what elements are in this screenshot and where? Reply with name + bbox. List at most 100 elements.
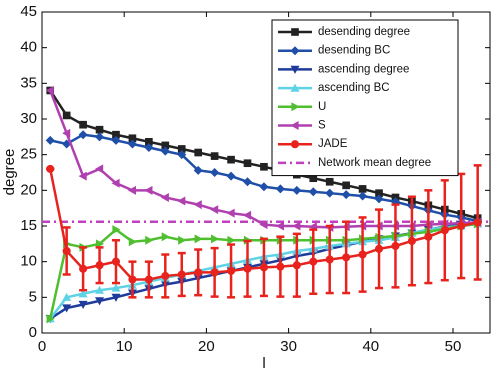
marker — [78, 171, 87, 181]
y-tick-label: 40 — [20, 39, 37, 56]
marker — [128, 237, 137, 247]
y-axis-label: degree — [1, 149, 18, 196]
x-tick-label: 0 — [38, 338, 46, 355]
marker — [473, 218, 482, 227]
y-tick-label: 10 — [20, 253, 37, 270]
y-tick-label: 5 — [29, 288, 37, 305]
marker — [290, 65, 300, 74]
marker — [78, 289, 88, 298]
marker — [95, 239, 105, 249]
x-tick-label: 30 — [280, 338, 297, 355]
x-tick-label: 20 — [198, 338, 215, 355]
marker — [177, 270, 186, 279]
marker — [275, 184, 285, 194]
marker — [210, 268, 219, 277]
legend-label: U — [318, 101, 326, 113]
marker — [111, 135, 121, 145]
marker — [325, 255, 334, 264]
marker — [145, 235, 154, 245]
marker — [292, 261, 301, 270]
marker — [292, 185, 302, 195]
marker — [111, 293, 121, 302]
marker — [177, 145, 186, 153]
legend-label: S — [318, 120, 326, 132]
marker — [226, 171, 236, 181]
marker — [78, 130, 88, 140]
marker — [341, 190, 351, 200]
marker — [144, 143, 154, 153]
x-tick-label: 40 — [362, 338, 379, 355]
marker — [111, 257, 121, 266]
marker — [374, 194, 384, 204]
marker — [292, 221, 301, 231]
y-tick-label: 0 — [29, 324, 37, 341]
marker — [260, 162, 268, 171]
marker — [62, 292, 72, 301]
marker — [391, 241, 400, 251]
marker — [45, 135, 55, 145]
marker — [342, 253, 351, 262]
marker — [211, 234, 220, 244]
marker — [45, 85, 54, 95]
marker — [112, 225, 121, 235]
marker — [95, 132, 105, 142]
marker — [194, 234, 203, 244]
marker — [111, 283, 121, 292]
marker — [407, 236, 416, 246]
marker — [62, 111, 71, 120]
y-tick-label: 30 — [20, 110, 37, 127]
marker — [259, 263, 268, 272]
marker — [457, 221, 466, 231]
marker — [144, 185, 153, 195]
marker — [290, 121, 299, 130]
marker — [62, 128, 71, 138]
marker — [243, 159, 252, 168]
marker — [160, 192, 169, 202]
marker — [177, 196, 186, 206]
marker — [161, 232, 170, 242]
marker — [440, 226, 449, 235]
marker — [325, 188, 335, 198]
marker — [160, 146, 170, 156]
legend-label: JADE — [318, 138, 348, 150]
marker — [111, 178, 120, 188]
legend-label: desending BC — [318, 45, 390, 57]
y-tick-label: 15 — [20, 217, 37, 234]
marker — [46, 164, 55, 173]
marker — [95, 261, 104, 270]
legend: desending degree desending BC ascending de… — [271, 19, 459, 177]
marker — [177, 150, 187, 160]
marker — [358, 185, 367, 193]
marker — [127, 185, 137, 195]
marker — [194, 268, 203, 277]
legend-label: desending degree — [318, 26, 410, 38]
marker — [424, 232, 433, 241]
y-tick-label: 45 — [20, 3, 37, 20]
marker — [227, 235, 236, 245]
legend-label: Network mean degree — [318, 157, 431, 169]
marker — [309, 257, 318, 266]
marker — [79, 120, 87, 129]
marker — [374, 244, 384, 253]
y-tick-label: 20 — [20, 181, 37, 198]
marker — [62, 246, 71, 256]
marker — [358, 250, 367, 259]
marker — [290, 140, 300, 149]
marker — [290, 46, 300, 56]
marker — [308, 187, 318, 197]
marker — [275, 221, 284, 231]
marker — [127, 139, 137, 149]
marker — [62, 304, 72, 313]
marker — [276, 262, 285, 271]
marker — [210, 168, 220, 177]
marker — [227, 155, 235, 164]
y-tick-label: 25 — [20, 146, 37, 163]
marker — [375, 189, 383, 198]
marker — [161, 141, 170, 150]
marker — [95, 125, 104, 134]
marker — [259, 182, 269, 192]
marker — [290, 83, 300, 92]
marker — [226, 208, 235, 218]
marker — [95, 164, 104, 174]
